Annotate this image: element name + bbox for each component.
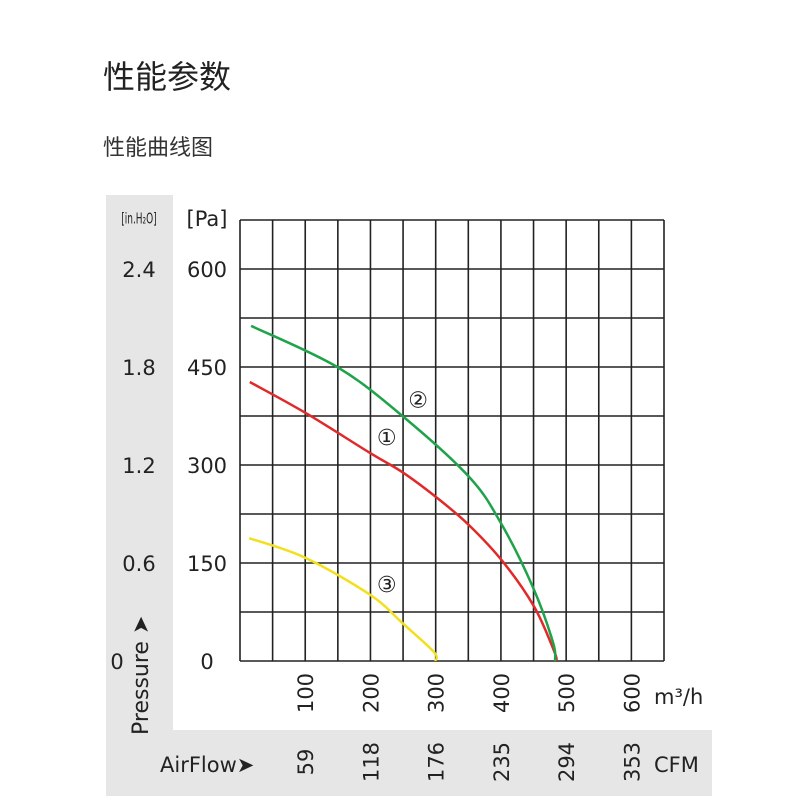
y-axis-title: Pressure ➤ bbox=[129, 616, 154, 735]
x-tick-label: 600 bbox=[620, 673, 644, 713]
x-axis-title: AirFlow➤ bbox=[160, 753, 254, 777]
y-tick-label-alt: 1.2 bbox=[122, 454, 155, 478]
labels: 0 0 150 0.6 300 1.2 450 1.8 600 2.4 [Pa] [in.H₂O] Pr… bbox=[110, 207, 703, 782]
left-panel-bg bbox=[106, 195, 173, 730]
y-unit-label: [Pa] bbox=[187, 207, 228, 231]
x-tick-label-alt: 294 bbox=[555, 742, 579, 782]
x-tick-label: 300 bbox=[425, 673, 449, 713]
y-tick-label: 150 bbox=[187, 552, 227, 576]
x-tick-label: 200 bbox=[359, 673, 383, 713]
x-tick-label-alt: 235 bbox=[490, 742, 514, 782]
y-tick-label: 300 bbox=[187, 454, 227, 478]
y-unit-label-alt: [in.H₂O] bbox=[121, 210, 157, 227]
x-tick-label-alt: 59 bbox=[294, 749, 318, 776]
series-line-2 bbox=[250, 324, 557, 662]
curves bbox=[248, 324, 558, 662]
page-title: 性能参数 bbox=[103, 58, 232, 96]
y-tick-label-alt: 1.8 bbox=[122, 356, 155, 380]
x-unit-label-alt: CFM bbox=[654, 753, 699, 777]
series-line-1 bbox=[249, 380, 558, 662]
y-tick-label: 0 bbox=[200, 650, 213, 674]
grid bbox=[239, 219, 665, 662]
x-unit-label: m³/h bbox=[654, 685, 703, 709]
x-tick-label: 400 bbox=[490, 673, 514, 713]
x-tick-label: 100 bbox=[294, 673, 318, 713]
y-tick-label-alt: 0 bbox=[110, 650, 123, 674]
y-tick-label: 600 bbox=[187, 258, 227, 282]
bottom-panel-bg bbox=[106, 730, 712, 796]
series-line-3 bbox=[248, 536, 438, 662]
y-tick-label: 450 bbox=[187, 356, 227, 380]
page-subtitle: 性能曲线图 bbox=[103, 136, 214, 161]
x-tick-label: 500 bbox=[555, 673, 579, 713]
curve-label-3: ③ bbox=[377, 573, 397, 598]
x-tick-label-alt: 353 bbox=[620, 742, 644, 782]
x-tick-label-alt: 118 bbox=[359, 742, 383, 782]
y-tick-label-alt: 0.6 bbox=[122, 552, 155, 576]
y-tick-label-alt: 2.4 bbox=[122, 258, 155, 282]
curve-label-1: ① bbox=[377, 426, 397, 451]
curve-label-2: ② bbox=[408, 389, 428, 414]
x-tick-label-alt: 176 bbox=[425, 742, 449, 782]
